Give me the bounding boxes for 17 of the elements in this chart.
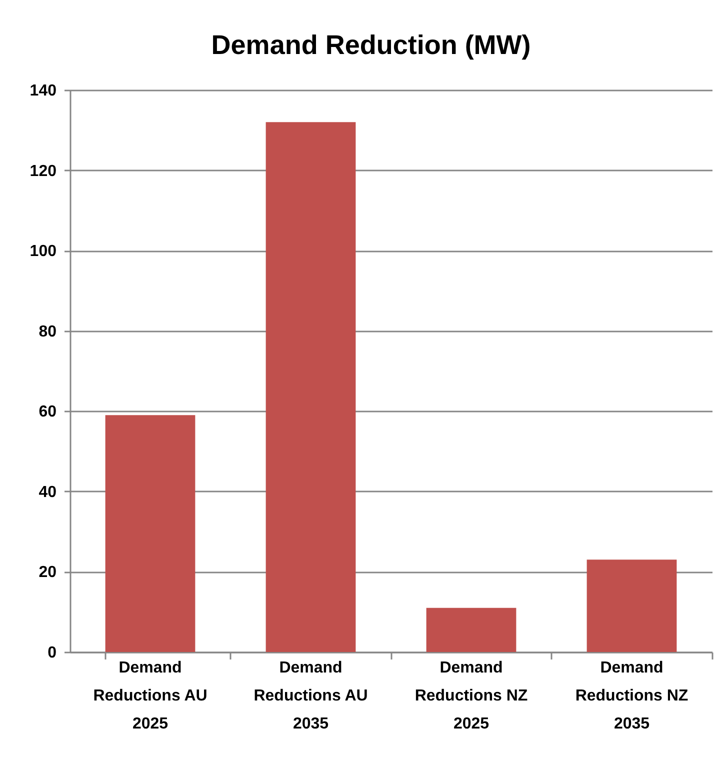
x-tick-label: Demand Reductions AU 2025 <box>93 660 208 732</box>
bar <box>586 560 677 652</box>
y-tick-label: 20 <box>38 564 57 582</box>
y-tick-label: 0 <box>48 644 57 662</box>
x-tick-label: Demand Reductions NZ 2035 <box>575 660 688 732</box>
bar <box>266 122 356 652</box>
y-tick-label: 40 <box>38 484 57 501</box>
y-tick-label: 80 <box>38 323 57 340</box>
chart-title: Demand Reduction (MW) <box>211 30 531 60</box>
y-tick-label: 120 <box>30 162 57 180</box>
x-tick-label: Demand Reductions AU 2035 <box>254 660 368 732</box>
y-tick-label: 140 <box>30 82 57 100</box>
bar <box>105 415 196 652</box>
bar <box>426 608 516 652</box>
x-tick-label: Demand Reductions NZ 2025 <box>414 660 528 732</box>
y-tick-label: 100 <box>30 243 57 260</box>
y-tick-label: 60 <box>38 404 57 421</box>
